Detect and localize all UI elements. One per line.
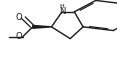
Text: N: N (59, 7, 65, 16)
Polygon shape (33, 25, 51, 28)
Text: O: O (15, 13, 22, 22)
Text: O: O (15, 32, 22, 41)
Text: H: H (60, 4, 64, 9)
